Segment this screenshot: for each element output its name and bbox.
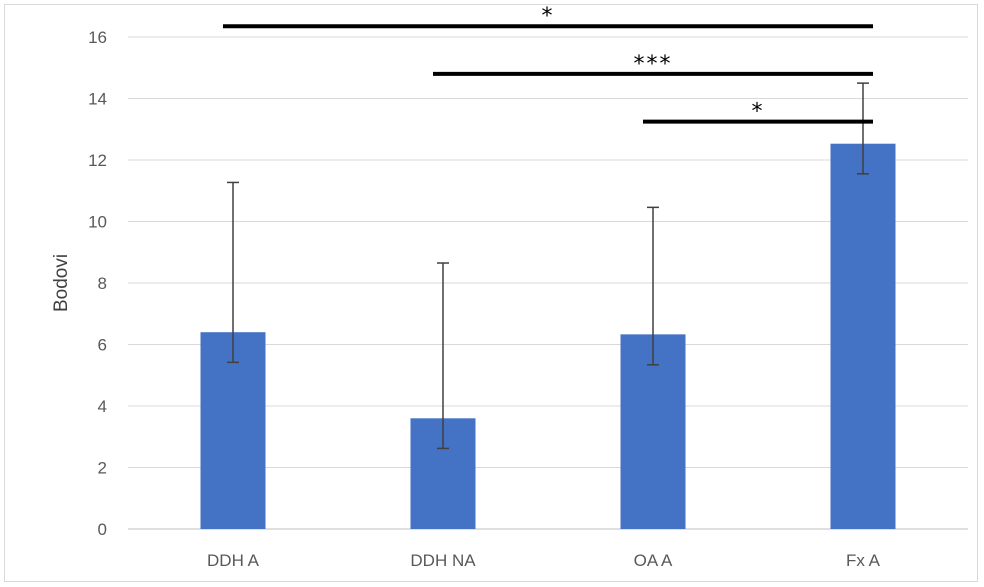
y-axis-tick-labels: 0 2 4 6 8 10 12 14 16: [88, 28, 107, 539]
x-tick-label: OA A: [634, 551, 673, 570]
significance-label: *: [752, 100, 765, 125]
x-axis-tick-labels: DDH A DDH NA OA A Fx A: [207, 551, 881, 570]
x-tick-label: DDH A: [207, 551, 260, 570]
gridlines: [128, 36, 968, 530]
bar: [620, 334, 686, 529]
y-tick-label: 2: [98, 459, 107, 478]
chart-frame: [4, 4, 978, 582]
bar: [830, 143, 896, 529]
y-tick-label: 16: [88, 28, 107, 47]
bar: [200, 332, 266, 529]
y-tick-label: 8: [98, 274, 107, 293]
bars: [200, 143, 896, 529]
x-tick-label: Fx A: [846, 551, 881, 570]
y-tick-label: 12: [88, 151, 107, 170]
y-tick-label: 14: [88, 90, 107, 109]
y-tick-label: 0: [98, 520, 107, 539]
significance-brackets: *****: [223, 4, 873, 125]
x-tick-label: DDH NA: [410, 551, 476, 570]
y-tick-label: 10: [88, 213, 107, 232]
error-bars: [227, 82, 869, 450]
y-tick-label: 6: [98, 336, 107, 355]
significance-label: *: [542, 4, 555, 29]
y-axis-title: Bodovi: [51, 254, 72, 312]
y-tick-label: 4: [98, 397, 107, 416]
significance-label: ***: [634, 52, 673, 77]
